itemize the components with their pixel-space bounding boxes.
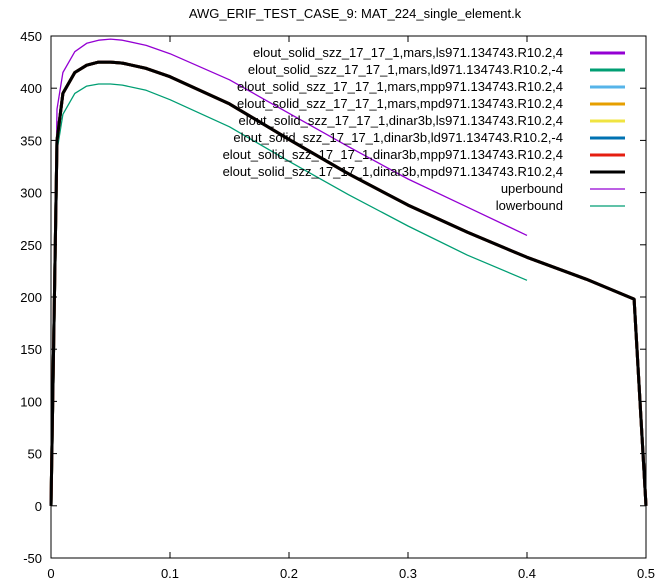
y-tick-label: 100 [20,394,42,409]
legend: elout_solid_szz_17_17_1,mars,ls971.13474… [223,45,625,213]
series-line-8 [50,38,528,506]
y-tick-label: 150 [20,342,42,357]
x-tick-label: 0 [47,566,54,581]
y-tick-label: 400 [20,81,42,96]
legend-label: elout_solid_szz_17_17_1,mars,ls971.13474… [253,45,563,60]
legend-label: elout_solid_szz_17_17_1,mars,mpd971.1347… [237,96,563,111]
series-line-6 [49,60,648,506]
legend-label: elout_solid_szz_17_17_1,dinar3b,mpp971.1… [223,147,563,162]
series-line-7 [49,60,648,506]
legend-label: elout_solid_szz_17_17_1,dinar3b,ld971.13… [233,130,563,145]
series-line-3 [49,60,648,506]
series-line-5 [49,60,648,506]
y-tick-label: 250 [20,238,42,253]
legend-label: lowerbound [496,198,563,213]
y-tick-label: 50 [28,447,42,462]
legend-label: elout_solid_szz_17_17_1,mars,mpp971.1347… [237,79,563,94]
y-tick-label: 200 [20,290,42,305]
x-tick-label: 0.4 [518,566,536,581]
y-tick-label: 0 [35,499,42,514]
series-line-0 [49,60,648,506]
series-line-1 [49,60,648,506]
y-tick-label: 300 [20,186,42,201]
x-tick-label: 0.2 [280,566,298,581]
y-tick-label: 450 [20,29,42,44]
legend-label: uperbound [501,181,563,196]
y-tick-label: -50 [23,551,42,566]
legend-label: elout_solid_szz_17_17_1,mars,ld971.13474… [248,62,563,77]
series-line-4 [49,60,648,506]
plot-content [49,38,648,506]
y-tick-label: 350 [20,133,42,148]
legend-label: elout_solid_szz_17_17_1,dinar3b,ls971.13… [238,113,563,128]
axis-ticks: 0 0.1 0.2 0.3 0.4 0.5 -50 0 50 100 150 200 250 300 350… [20,29,655,581]
series-line-2 [49,60,648,506]
legend-label: elout_solid_szz_17_17_1,dinar3b,mpd971.1… [223,164,563,179]
x-tick-label: 0.1 [161,566,179,581]
x-tick-label: 0.5 [637,566,655,581]
x-tick-label: 0.3 [399,566,417,581]
series-line-9 [50,83,528,506]
chart-title: AWG_ERIF_TEST_CASE_9: MAT_224_single_ele… [189,6,522,21]
